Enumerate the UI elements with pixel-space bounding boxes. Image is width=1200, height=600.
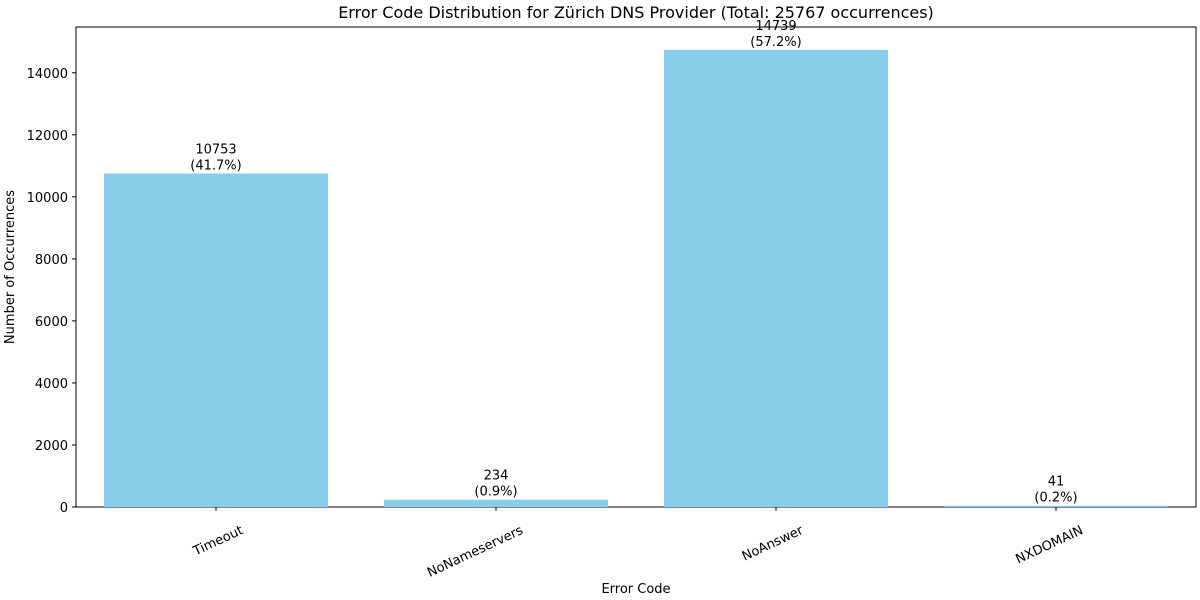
x-tick-label: NXDOMAIN [1014, 523, 1086, 567]
bar-percent-label: (0.9%) [474, 485, 517, 500]
y-axis-ticks: 0 2000 4000 6000 8000 10000 12000 14000 [27, 67, 76, 516]
bar-value-label: 234 [484, 469, 509, 484]
y-tick-label: 12000 [27, 129, 68, 144]
bar-value-label: 41 [1048, 475, 1065, 490]
chart-title: Error Code Distribution for Zürich DNS P… [338, 3, 934, 22]
x-tick-label: NoAnswer [740, 523, 806, 565]
x-axis-label: Error Code [601, 582, 670, 597]
bar-value-label: 10753 [195, 142, 236, 157]
y-tick-label: 14000 [27, 67, 68, 82]
x-axis-ticks: Timeout NoNameservers NoAnswer NXDOMAIN [190, 507, 1086, 581]
x-tick-label: NoNameservers [425, 523, 526, 581]
bar-nonameservers [384, 499, 608, 507]
y-tick-label: 2000 [35, 439, 68, 454]
y-tick-label: 6000 [35, 315, 68, 330]
plot-frame [75, 26, 1197, 508]
bar-timeout [104, 173, 328, 507]
bar-value-label: 14739 [755, 19, 796, 34]
bar-percent-label: (41.7%) [190, 158, 241, 173]
bar-data-labels: 10753(41.7%) 234(0.9%) 14739(57.2%) 41(0.2%… [190, 19, 1077, 506]
bar-percent-label: (0.2%) [1034, 491, 1077, 506]
x-tick-label: Timeout [190, 523, 245, 559]
bar-series [104, 49, 1168, 508]
bar-nxdomain [944, 505, 1168, 507]
y-tick-label: 10000 [27, 191, 68, 206]
bar-percent-label: (57.2%) [750, 35, 801, 50]
bar-noanswer [664, 49, 888, 508]
plot-axes [75, 26, 1197, 508]
y-tick-label: 8000 [35, 253, 68, 268]
y-tick-label: 0 [60, 501, 68, 516]
y-tick-label: 4000 [35, 377, 68, 392]
y-axis-label: Number of Occurrences [3, 190, 18, 344]
